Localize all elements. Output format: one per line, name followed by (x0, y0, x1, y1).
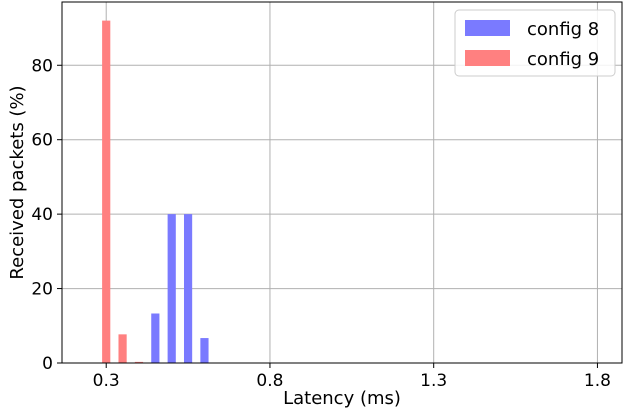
bar-series-1 (200, 338, 209, 363)
x-tick-label: 1.3 (420, 371, 447, 391)
bar-series-1 (151, 313, 160, 363)
bar-series-2 (118, 334, 127, 363)
ticks: 0 20 40 60 80 0.3 0.8 1.3 1.8 (31, 56, 611, 391)
legend: config 8 config 9 (454, 9, 616, 77)
legend-swatch (465, 20, 510, 36)
legend-swatch (465, 50, 510, 66)
bar-series-2 (134, 361, 144, 363)
legend-label: config 8 (527, 19, 599, 40)
legend-label: config 9 (527, 49, 599, 70)
x-tick-label: 0.3 (93, 371, 120, 391)
x-tick-label: 1.8 (584, 371, 611, 391)
y-tick-label: 0 (42, 354, 53, 374)
y-tick-label: 40 (31, 205, 53, 225)
bar-series-1 (183, 214, 193, 363)
x-axis-label: Latency (ms) (283, 388, 401, 409)
y-tick-label: 80 (31, 56, 53, 76)
y-tick-label: 20 (31, 280, 53, 300)
x-tick-label: 0.8 (256, 371, 283, 391)
bar-series-1 (167, 214, 176, 363)
bar-series-2 (102, 20, 111, 364)
y-axis-label: Received packets (%) (7, 85, 28, 279)
bars (102, 20, 209, 364)
y-tick-label: 60 (31, 131, 53, 151)
plot-frame (61, 1, 623, 364)
